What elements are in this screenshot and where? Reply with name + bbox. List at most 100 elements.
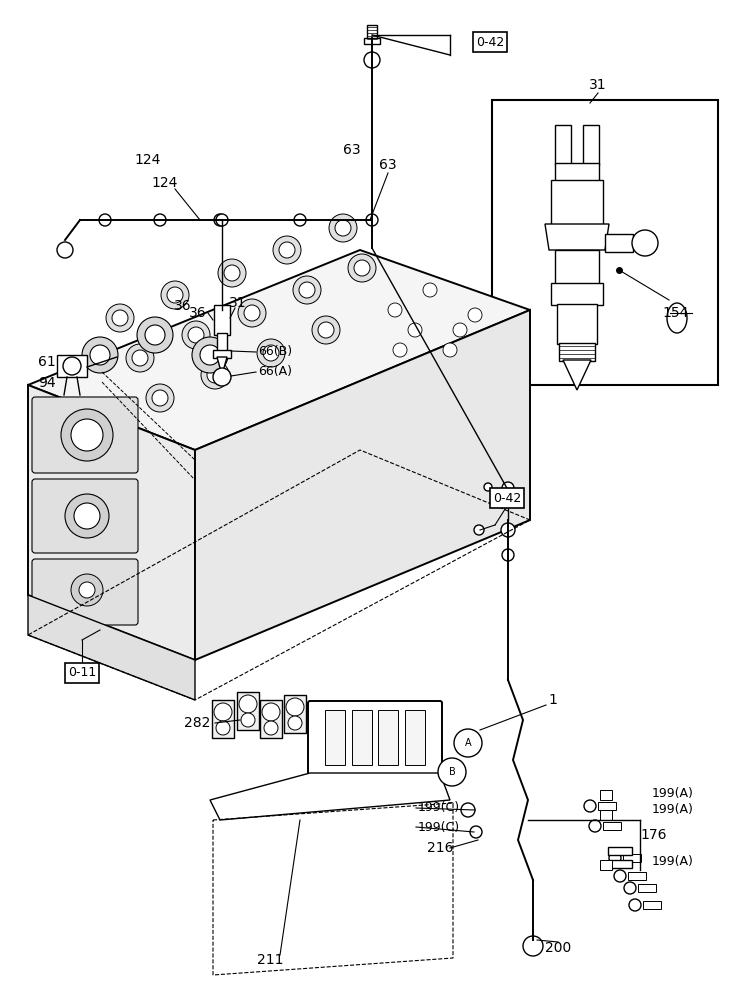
- Circle shape: [71, 419, 103, 451]
- Circle shape: [263, 345, 279, 361]
- Polygon shape: [195, 310, 530, 660]
- Bar: [623, 854, 641, 862]
- Circle shape: [584, 800, 596, 812]
- Bar: [600, 810, 612, 820]
- Text: 0-42: 0-42: [493, 491, 521, 504]
- Circle shape: [632, 230, 658, 256]
- Bar: [260, 700, 282, 738]
- Circle shape: [200, 345, 220, 365]
- Text: 200: 200: [545, 941, 571, 955]
- Circle shape: [82, 337, 118, 373]
- Bar: [551, 283, 603, 305]
- Circle shape: [609, 852, 621, 864]
- Text: 66(A): 66(A): [258, 365, 292, 378]
- Bar: [600, 790, 612, 800]
- FancyBboxPatch shape: [308, 701, 442, 780]
- Text: 199(A): 199(A): [652, 804, 694, 816]
- Circle shape: [216, 721, 230, 735]
- Polygon shape: [28, 595, 195, 700]
- Circle shape: [112, 310, 128, 326]
- Bar: [555, 163, 599, 181]
- Bar: [605, 234, 633, 252]
- Polygon shape: [210, 773, 450, 820]
- Bar: [638, 884, 656, 892]
- Bar: [598, 802, 616, 810]
- Circle shape: [79, 582, 95, 598]
- Polygon shape: [545, 224, 609, 250]
- Text: 0-42: 0-42: [476, 35, 504, 48]
- Circle shape: [264, 721, 278, 735]
- Circle shape: [423, 283, 437, 297]
- Text: 94: 94: [38, 376, 56, 390]
- Text: 124: 124: [135, 153, 161, 167]
- Text: 31: 31: [589, 78, 607, 92]
- Bar: [212, 700, 234, 738]
- Circle shape: [438, 758, 466, 786]
- Circle shape: [273, 236, 301, 264]
- FancyBboxPatch shape: [32, 397, 138, 473]
- Circle shape: [126, 344, 154, 372]
- Circle shape: [453, 323, 467, 337]
- Circle shape: [318, 322, 334, 338]
- Text: 63: 63: [343, 143, 361, 157]
- Text: 211: 211: [257, 953, 283, 967]
- Circle shape: [624, 882, 636, 894]
- Circle shape: [161, 281, 189, 309]
- Bar: [325, 710, 345, 765]
- Circle shape: [213, 368, 231, 386]
- Circle shape: [238, 299, 266, 327]
- Circle shape: [61, 409, 113, 461]
- Text: B: B: [448, 767, 455, 777]
- Circle shape: [65, 494, 109, 538]
- Circle shape: [408, 323, 422, 337]
- Bar: [551, 180, 603, 225]
- Circle shape: [201, 361, 229, 389]
- Circle shape: [57, 242, 73, 258]
- Circle shape: [484, 483, 492, 491]
- Bar: [57, 355, 87, 377]
- Circle shape: [454, 729, 482, 757]
- Circle shape: [214, 703, 232, 721]
- Ellipse shape: [667, 303, 687, 333]
- Text: 199(C): 199(C): [418, 802, 460, 814]
- Circle shape: [207, 367, 223, 383]
- Circle shape: [523, 936, 543, 956]
- Bar: [608, 860, 632, 868]
- Circle shape: [99, 214, 111, 226]
- FancyBboxPatch shape: [32, 479, 138, 553]
- Bar: [378, 710, 398, 765]
- Circle shape: [218, 259, 246, 287]
- Text: 1: 1: [548, 693, 557, 707]
- Circle shape: [589, 820, 601, 832]
- Circle shape: [393, 343, 407, 357]
- Bar: [603, 822, 621, 830]
- Text: A: A: [465, 738, 471, 748]
- Circle shape: [502, 482, 514, 494]
- Circle shape: [216, 214, 228, 226]
- Circle shape: [239, 695, 257, 713]
- Circle shape: [145, 325, 165, 345]
- Circle shape: [366, 214, 378, 226]
- FancyBboxPatch shape: [32, 559, 138, 625]
- Bar: [214, 305, 230, 335]
- Text: 176: 176: [640, 828, 667, 842]
- Circle shape: [182, 321, 210, 349]
- Circle shape: [629, 899, 641, 911]
- Bar: [559, 343, 595, 361]
- Circle shape: [152, 390, 168, 406]
- Bar: [237, 692, 259, 730]
- Bar: [583, 125, 599, 165]
- Bar: [628, 872, 646, 880]
- Circle shape: [364, 52, 380, 68]
- Circle shape: [470, 826, 482, 838]
- Bar: [555, 250, 599, 285]
- Text: 199(A): 199(A): [652, 856, 694, 868]
- Circle shape: [137, 317, 173, 353]
- Circle shape: [329, 214, 357, 242]
- Circle shape: [106, 304, 134, 332]
- Circle shape: [468, 308, 482, 322]
- Circle shape: [279, 242, 295, 258]
- Circle shape: [241, 713, 255, 727]
- Circle shape: [491, 491, 501, 501]
- Text: 66(B): 66(B): [258, 346, 292, 359]
